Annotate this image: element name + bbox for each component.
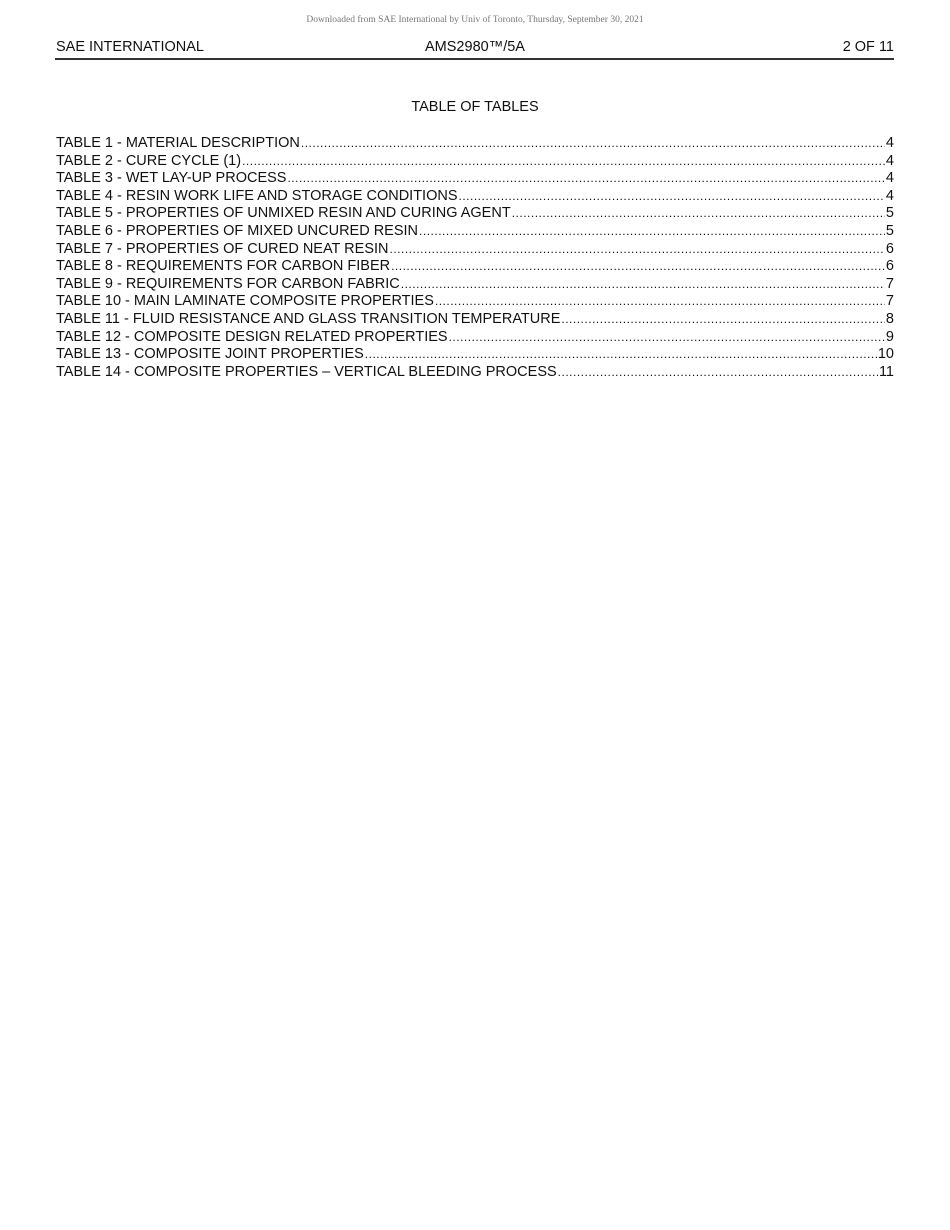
- dot-leader: [391, 258, 885, 276]
- dot-leader: [561, 311, 885, 329]
- toc-entry-label: TABLE 8 - REQUIREMENTS FOR CARBON FIBER: [56, 258, 391, 275]
- toc-entry-page: 4: [885, 152, 894, 169]
- toc-entry[interactable]: TABLE 8 - REQUIREMENTS FOR CARBON FIBER 6: [56, 258, 894, 276]
- toc-entry-page: 11: [878, 363, 894, 380]
- dot-leader: [242, 153, 885, 171]
- toc-entry-page: 8: [885, 310, 894, 327]
- toc-entry-label: TABLE 14 - COMPOSITE PROPERTIES – VERTIC…: [56, 363, 557, 380]
- dot-leader: [287, 170, 884, 188]
- toc-entry-page: 5: [885, 222, 894, 239]
- toc-entry-page: 7: [885, 275, 894, 292]
- toc-entry-page: 4: [885, 135, 894, 151]
- page-title: TABLE OF TABLES: [411, 99, 539, 115]
- toc-entry-label: TABLE 10 - MAIN LAMINATE COMPOSITE PROPE…: [56, 293, 434, 310]
- toc-entry[interactable]: TABLE 14 - COMPOSITE PROPERTIES – VERTIC…: [56, 364, 894, 382]
- toc-entry-page: 6: [885, 258, 894, 275]
- header-divider: [55, 58, 894, 60]
- dot-leader: [401, 276, 885, 294]
- toc-entry[interactable]: TABLE 12 - COMPOSITE DESIGN RELATED PROP…: [56, 329, 894, 347]
- dot-leader: [435, 293, 885, 311]
- toc-entry-label: TABLE 3 - WET LAY-UP PROCESS: [56, 170, 287, 187]
- toc-entry-page: 4: [885, 170, 894, 187]
- toc-entry[interactable]: TABLE 1 - MATERIAL DESCRIPTION 4: [56, 135, 894, 153]
- toc-entry[interactable]: TABLE 10 - MAIN LAMINATE COMPOSITE PROPE…: [56, 293, 894, 311]
- toc-entry[interactable]: TABLE 7 - PROPERTIES OF CURED NEAT RESIN…: [56, 241, 894, 259]
- dot-leader: [512, 205, 885, 223]
- toc-entry-label: TABLE 13 - COMPOSITE JOINT PROPERTIES: [56, 346, 364, 363]
- toc-entry-page: 6: [885, 240, 894, 257]
- toc-entry[interactable]: TABLE 6 - PROPERTIES OF MIXED UNCURED RE…: [56, 223, 894, 241]
- toc-entry-label: TABLE 6 - PROPERTIES OF MIXED UNCURED RE…: [56, 222, 419, 239]
- dot-leader: [449, 329, 885, 347]
- header-organization: SAE INTERNATIONAL: [56, 39, 204, 55]
- page-header: SAE INTERNATIONAL AMS2980™/5A 2 OF 11: [56, 39, 894, 59]
- dot-leader: [419, 223, 885, 241]
- toc-entry-label: TABLE 12 - COMPOSITE DESIGN RELATED PROP…: [56, 328, 448, 345]
- toc-entry[interactable]: TABLE 13 - COMPOSITE JOINT PROPERTIES 10: [56, 346, 894, 364]
- toc-entry-label: TABLE 11 - FLUID RESISTANCE AND GLASS TR…: [56, 310, 561, 327]
- dot-leader: [459, 188, 885, 206]
- toc-entry-label: TABLE 4 - RESIN WORK LIFE AND STORAGE CO…: [56, 187, 458, 204]
- toc-entry-label: TABLE 1 - MATERIAL DESCRIPTION: [56, 135, 300, 151]
- toc-entry[interactable]: TABLE 3 - WET LAY-UP PROCESS 4: [56, 170, 894, 188]
- toc-entry-page: 10: [877, 346, 894, 363]
- toc-entry-page: 4: [885, 187, 894, 204]
- toc-entry[interactable]: TABLE 4 - RESIN WORK LIFE AND STORAGE CO…: [56, 188, 894, 206]
- toc-entry-label: TABLE 9 - REQUIREMENTS FOR CARBON FABRIC: [56, 275, 400, 292]
- download-watermark: Downloaded from SAE International by Uni…: [306, 15, 644, 25]
- toc-entry-label: TABLE 5 - PROPERTIES OF UNMIXED RESIN AN…: [56, 205, 511, 222]
- table-of-tables: TABLE 1 - MATERIAL DESCRIPTION4TABLE 2 -…: [56, 135, 894, 381]
- toc-entry[interactable]: TABLE 5 - PROPERTIES OF UNMIXED RESIN AN…: [56, 205, 894, 223]
- toc-entry-label: TABLE 7 - PROPERTIES OF CURED NEAT RESIN: [56, 240, 389, 257]
- header-document-id: AMS2980™/5A: [425, 39, 525, 55]
- toc-entry-page: 5: [885, 205, 894, 222]
- toc-entry-label: TABLE 2 - CURE CYCLE (1): [56, 152, 242, 169]
- toc-entry-page: 7: [885, 293, 894, 310]
- header-page-number: 2 OF 11: [842, 39, 894, 55]
- dot-leader: [301, 135, 885, 153]
- toc-entry[interactable]: TABLE 11 - FLUID RESISTANCE AND GLASS TR…: [56, 311, 894, 329]
- toc-entry[interactable]: TABLE 2 - CURE CYCLE (1) 4: [56, 153, 894, 171]
- toc-entry[interactable]: TABLE 9 - REQUIREMENTS FOR CARBON FABRIC…: [56, 276, 894, 294]
- dot-leader: [558, 364, 878, 382]
- dot-leader: [390, 241, 885, 259]
- toc-entry-page: 9: [885, 328, 894, 345]
- dot-leader: [365, 346, 877, 364]
